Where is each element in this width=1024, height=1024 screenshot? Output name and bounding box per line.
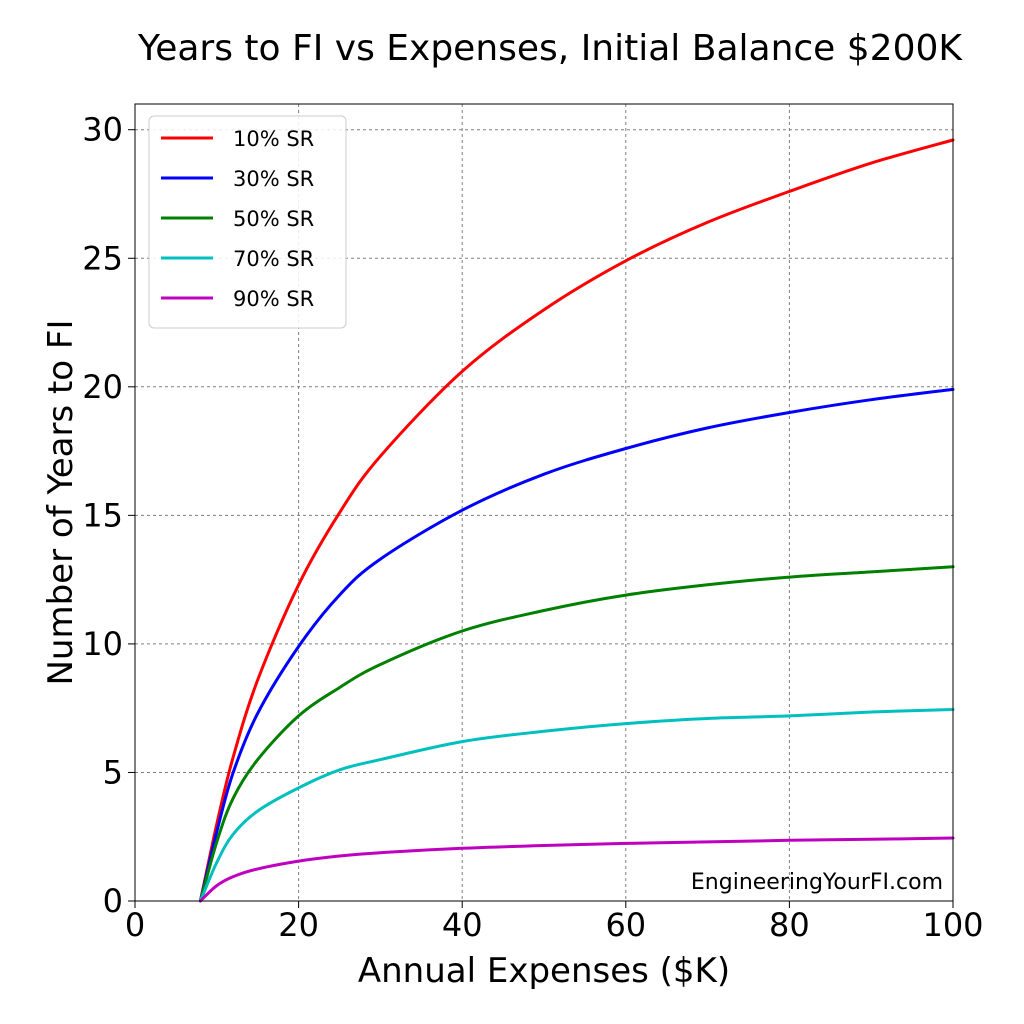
y-tick-label: 0 [103, 882, 123, 920]
series-line-50-sr [198, 565, 955, 903]
x-axis-label: Annual Expenses ($K) [358, 951, 730, 991]
chart-title: Years to FI vs Expenses, Initial Balance… [138, 28, 962, 69]
axis-ticks: 0 20 40 60 80 100 0 5 10 15 20 25 30 [82, 111, 983, 944]
legend-label: 10% SR [233, 127, 314, 151]
y-tick-label: 25 [82, 239, 123, 277]
y-tick-label: 30 [82, 111, 123, 149]
legend-label: 90% SR [233, 287, 314, 311]
legend-box [148, 115, 347, 329]
legend: 10% SR 30% SR 50% SR 70% SR 90% SR [148, 115, 347, 329]
y-tick-label: 10 [82, 625, 123, 663]
series-line-70-sr [198, 708, 955, 903]
x-tick-label: 20 [278, 906, 319, 944]
x-tick-label: 40 [442, 906, 483, 944]
plot-area-frame [134, 103, 954, 902]
series-line-90-sr [198, 836, 955, 903]
x-tick-label: 100 [922, 906, 983, 944]
y-axis-label: Number of Years to FI [41, 320, 81, 686]
y-tick-label: 5 [103, 753, 123, 791]
legend-label: 70% SR [233, 247, 314, 271]
legend-label: 30% SR [233, 167, 314, 191]
x-tick-label: 0 [125, 906, 145, 944]
series-lines [198, 138, 955, 903]
y-tick-label: 15 [82, 496, 123, 534]
watermark-text: EngineeringYourFI.com [691, 870, 943, 895]
x-tick-label: 80 [769, 906, 810, 944]
y-tick-label: 20 [82, 368, 123, 406]
series-line-30-sr [198, 387, 955, 903]
x-tick-label: 60 [605, 906, 646, 944]
legend-label: 50% SR [233, 207, 314, 231]
series-line-10-sr [198, 138, 955, 903]
